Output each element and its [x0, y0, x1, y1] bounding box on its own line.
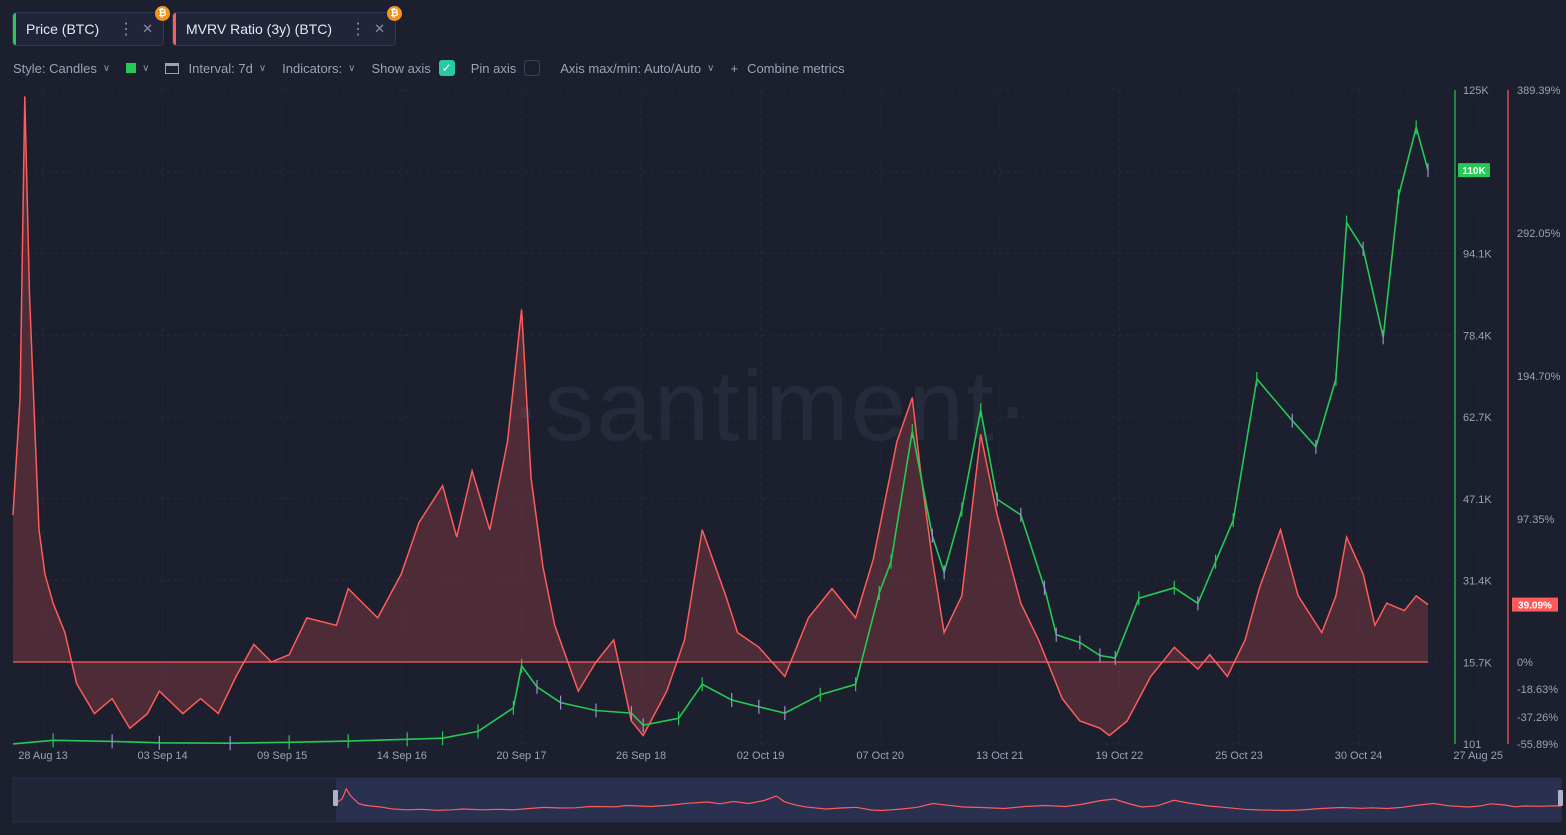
mvrv-axis-tick: -55.89%: [1517, 739, 1558, 751]
current-mvrv-label: 39.09%: [1518, 601, 1552, 612]
price-axis-tick: 62.7K: [1463, 412, 1492, 424]
price-line: [12, 124, 1429, 745]
tab-color-bar: [13, 13, 16, 45]
x-axis-tick: 30 Oct 24: [1335, 750, 1383, 762]
chart-toolbar: Style: Candles ∨ ∨ Interval: 7d ∨ Indica…: [13, 58, 861, 78]
mvrv-axis-tick: 97.35%: [1517, 514, 1555, 526]
style-label: Style: Candles: [13, 60, 97, 76]
show-axis-label: Show axis: [371, 60, 431, 76]
navigator-mvrv-line: [335, 787, 1562, 812]
pin-axis-label: Pin axis: [470, 60, 517, 76]
interval-label: Interval: 7d: [188, 60, 253, 76]
price-axis-tick: 94.1K: [1463, 249, 1492, 261]
mvrv-axis-tick: 389.39%: [1517, 85, 1561, 97]
x-axis-tick: 09 Sep 15: [257, 750, 307, 762]
navigator-handle-right: [1558, 790, 1563, 806]
mvrv-axis-tick: -37.26%: [1517, 712, 1558, 724]
x-axis-tick: 26 Sep 18: [616, 750, 666, 762]
indicators-label: Indicators:: [282, 60, 343, 76]
mvrv-area-fill: [13, 96, 1428, 736]
x-axis-tick: 20 Sep 17: [496, 750, 546, 762]
chevron-down-icon: ∨: [258, 62, 267, 74]
calendar-icon: [165, 62, 180, 74]
tab-label: Price (BTC): [26, 21, 100, 37]
chevron-down-icon: ∨: [102, 62, 111, 74]
more-options-icon[interactable]: ⋮: [350, 21, 367, 38]
close-icon[interactable]: ✕: [374, 21, 385, 36]
x-axis-tick: 14 Sep 16: [377, 750, 427, 762]
plus-icon: +: [730, 60, 739, 76]
x-axis-tick: 25 Oct 23: [1215, 750, 1263, 762]
x-axis-tick: 28 Aug 13: [18, 750, 68, 762]
pin-axis-toggle[interactable]: Pin axis: [471, 60, 541, 76]
price-axis-tick: 15.7K: [1463, 657, 1492, 669]
chevron-down-icon: ∨: [707, 62, 715, 74]
watermark: ·santiment·: [509, 350, 1031, 462]
tab-color-bar: [173, 13, 176, 45]
bitcoin-icon: ₿: [155, 6, 170, 21]
mvrv-line: [12, 96, 1429, 737]
price-axis-tick: 101: [1463, 739, 1481, 751]
chevron-down-icon: ∨: [348, 62, 356, 74]
price-axis-tick: 31.4K: [1463, 576, 1492, 588]
mvrv-axis-tick: -18.63%: [1517, 684, 1558, 696]
current-price-badge: [1458, 163, 1490, 178]
price-axis-tick: 125K: [1463, 85, 1489, 97]
tab-mvrv-ratio[interactable]: MVRV Ratio (3y) (BTC) ⋮ ✕ ₿: [172, 6, 402, 46]
mvrv-axis-tick: 0%: [1517, 657, 1533, 669]
combine-metrics-label: Combine metrics: [747, 60, 845, 76]
price-axis-tick: 78.4K: [1463, 330, 1492, 342]
interval-dropdown[interactable]: Interval: 7d ∨: [165, 61, 266, 76]
color-swatch: [126, 63, 137, 73]
checkbox-checked-icon[interactable]: ✓: [438, 60, 455, 76]
style-dropdown[interactable]: Style: Candles ∨: [13, 61, 110, 76]
x-axis-tick: 13 Oct 21: [976, 750, 1024, 762]
bitcoin-icon: ₿: [387, 6, 402, 21]
current-price-label: 110K: [1462, 166, 1486, 177]
more-options-icon[interactable]: ⋮: [118, 21, 135, 38]
price-series: [12, 120, 1429, 751]
x-axis-tick: 02 Oct 19: [737, 750, 785, 762]
mvrv-series: [12, 96, 1429, 737]
x-axis-tick: 27 Aug 25: [1453, 750, 1503, 762]
color-picker[interactable]: ∨: [126, 63, 149, 74]
tab-price-btc[interactable]: Price (BTC) ⋮ ✕ ₿: [12, 6, 170, 46]
axis-maxmin-dropdown[interactable]: Axis max/min: Auto/Auto ∨: [560, 61, 714, 76]
navigator-handle-left: [333, 790, 338, 806]
combine-metrics-button[interactable]: + Combine metrics: [730, 61, 844, 76]
axis-maxmin-label: Axis max/min: Auto/Auto: [560, 60, 702, 76]
navigator-selection: [336, 778, 1561, 822]
mvrv-axis-tick: 194.70%: [1517, 371, 1561, 383]
indicators-dropdown[interactable]: Indicators: ∨: [282, 61, 355, 76]
navigator-frame: [12, 777, 1562, 823]
chevron-down-icon: ∨: [142, 62, 150, 74]
x-axis-tick: 03 Sep 14: [138, 750, 188, 762]
axes: 125K 94.1K 78.4K 62.7K 47.1K 31.4K 15.7K 101 110…: [18, 85, 1560, 762]
show-axis-toggle[interactable]: Show axis ✓: [371, 60, 455, 76]
grid-lines: [13, 89, 1479, 745]
x-axis-tick: 19 Oct 22: [1096, 750, 1144, 762]
overview-navigator: [12, 777, 1563, 823]
checkbox-unchecked-icon[interactable]: [524, 60, 541, 76]
x-axis-tick: 07 Oct 20: [856, 750, 904, 762]
tab-label: MVRV Ratio (3y) (BTC): [186, 21, 332, 37]
mvrv-axis-tick: 292.05%: [1517, 228, 1561, 240]
close-icon[interactable]: ✕: [142, 21, 153, 36]
current-mvrv-badge: [1512, 597, 1558, 612]
price-axis-tick: 47.1K: [1463, 494, 1492, 506]
